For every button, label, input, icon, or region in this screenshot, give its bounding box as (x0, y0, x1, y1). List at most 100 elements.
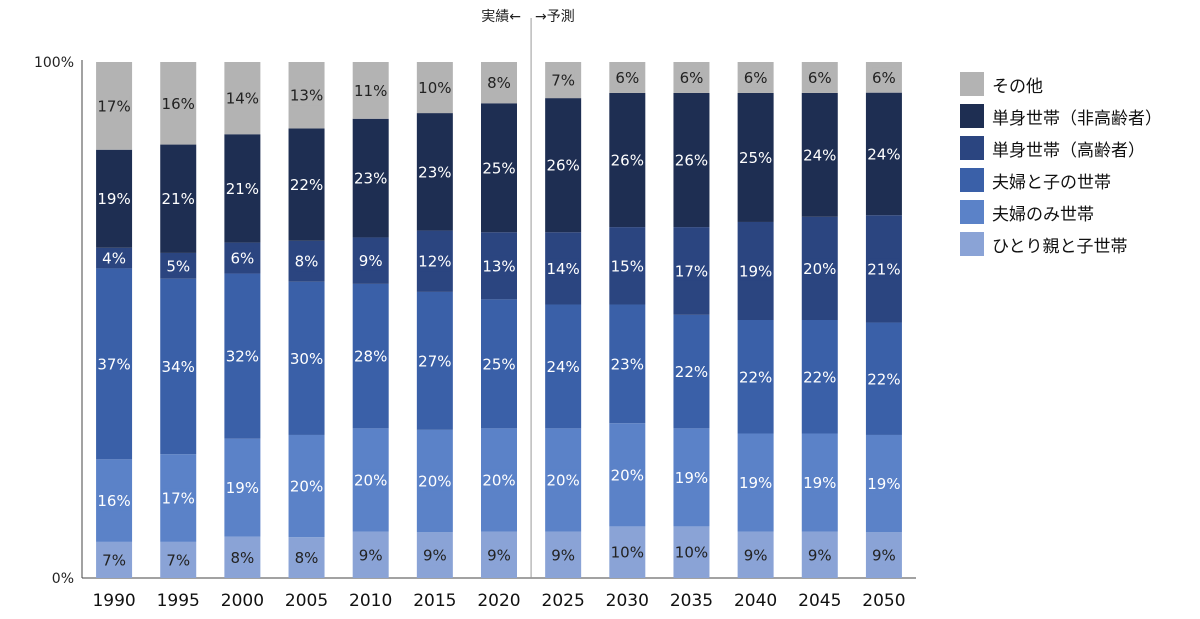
data-label: 16% (162, 95, 195, 113)
data-label-background (162, 93, 194, 114)
data-label: 14% (226, 90, 259, 108)
y-tick-label: 0% (52, 571, 74, 587)
data-label-background (868, 143, 900, 164)
data-label-background (675, 260, 707, 281)
data-label-background (680, 67, 703, 88)
data-label: 9% (359, 252, 383, 270)
data-label-background (167, 255, 190, 276)
legend-label: 単身世帯（高齢者） (992, 140, 1145, 161)
data-label: 9% (359, 546, 383, 564)
data-label-background (611, 150, 643, 171)
data-label: 8% (295, 253, 319, 271)
data-label-background (103, 248, 126, 269)
data-label-background (423, 545, 446, 566)
data-label-background (483, 157, 515, 178)
data-label: 26% (546, 157, 579, 175)
data-label: 6% (808, 69, 832, 87)
legend-label: ひとり親と子世帯 (992, 236, 1128, 257)
data-label-background (98, 353, 130, 374)
data-label-background (295, 251, 318, 272)
x-tick-label: 1995 (157, 591, 200, 611)
data-label-background (488, 544, 510, 565)
legend-label: 単身世帯（非高齢者） (992, 108, 1162, 129)
data-label-background (355, 346, 387, 367)
data-label-background (744, 67, 767, 88)
data-label: 17% (97, 97, 130, 115)
data-label: 20% (418, 472, 451, 490)
legend-item: 単身世帯（非高齢者） (960, 100, 1162, 132)
data-label-background (804, 144, 836, 165)
data-label-background (547, 356, 579, 377)
data-label: 21% (226, 180, 259, 198)
data-label-background (740, 472, 772, 493)
data-label-background (868, 258, 900, 279)
data-label-background (740, 366, 772, 387)
data-label: 17% (162, 490, 195, 508)
data-label-background (611, 464, 643, 485)
data-label: 7% (166, 551, 190, 569)
data-label: 21% (867, 260, 900, 278)
data-label-background (804, 258, 836, 279)
data-label-background (872, 67, 895, 88)
data-label-background (226, 477, 258, 498)
data-label-background (291, 85, 323, 106)
data-label: 6% (615, 69, 639, 87)
data-label-background (291, 174, 323, 195)
data-label-background (162, 188, 194, 209)
data-label: 25% (739, 149, 772, 167)
legend-swatch (960, 232, 984, 256)
legend-swatch (960, 136, 984, 160)
x-tick-label: 1990 (92, 591, 135, 611)
data-label-background (611, 542, 643, 563)
x-tick-label: 2045 (798, 591, 841, 611)
data-label: 6% (872, 69, 896, 87)
data-label-background (808, 544, 831, 565)
data-label-background (419, 77, 451, 98)
data-label: 9% (744, 546, 768, 564)
data-label: 26% (675, 152, 708, 170)
data-label-background (419, 251, 451, 272)
data-label: 27% (418, 352, 451, 370)
data-label-background (355, 80, 387, 101)
data-label-background (295, 547, 318, 568)
data-label: 10% (611, 544, 644, 562)
data-label: 26% (611, 152, 644, 170)
data-label-background (419, 470, 451, 491)
data-label-background (804, 366, 836, 387)
data-label-background (547, 155, 579, 176)
data-label: 16% (97, 492, 130, 510)
x-tick-label: 2010 (349, 591, 392, 611)
data-label-background (740, 147, 772, 168)
data-label: 22% (675, 363, 708, 381)
data-label: 10% (675, 544, 708, 562)
data-label-background (98, 95, 130, 116)
data-label: 8% (230, 549, 254, 567)
data-label-background (868, 368, 900, 389)
x-tick-label: 2020 (477, 591, 520, 611)
data-label-background (355, 469, 387, 490)
data-label: 23% (611, 355, 644, 373)
legend-item: 単身世帯（高齢者） (960, 132, 1162, 164)
data-label: 9% (423, 547, 447, 565)
data-label-background (675, 467, 707, 488)
data-label: 34% (162, 358, 195, 376)
data-label: 7% (102, 551, 126, 569)
data-label: 20% (354, 471, 387, 489)
data-label: 12% (418, 253, 451, 271)
y-tick-label: 100% (34, 55, 74, 71)
data-label: 20% (546, 471, 579, 489)
data-label: 25% (482, 159, 515, 177)
data-label: 6% (680, 69, 704, 87)
data-label: 32% (226, 348, 259, 366)
chart-legend: その他 単身世帯（非高齢者） 単身世帯（高齢者） 夫婦と子の世帯 夫婦のみ世帯 ひとり親と… (960, 68, 1162, 260)
legend-swatch (960, 200, 984, 224)
data-label: 23% (418, 163, 451, 181)
data-label-background (291, 348, 323, 369)
data-label-background (291, 476, 323, 497)
data-label-background (547, 469, 579, 490)
data-label: 8% (295, 549, 319, 567)
data-label-background (483, 353, 515, 374)
data-label-background (98, 188, 130, 209)
